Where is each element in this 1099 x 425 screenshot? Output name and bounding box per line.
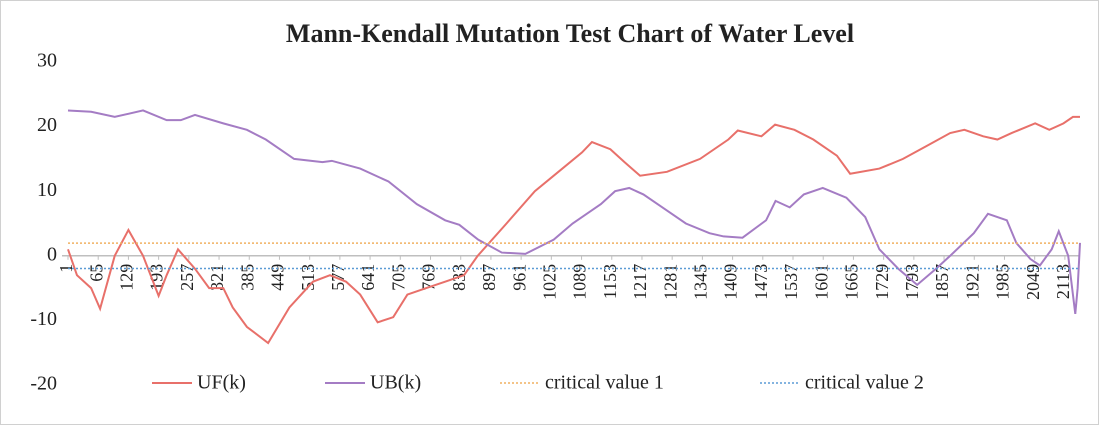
x-tick-label: 1473	[751, 264, 771, 300]
x-tick-label: 385	[237, 264, 257, 291]
x-tick-label: 1	[56, 264, 76, 273]
x-tick-label: 1217	[630, 264, 650, 300]
x-tick-label: 1281	[660, 264, 680, 300]
x-tick-label: 449	[268, 264, 288, 291]
x-tick-label: 961	[509, 264, 529, 291]
x-tick-label: 1857	[932, 264, 952, 300]
x-tick-label: 321	[207, 264, 227, 291]
x-tick-label: 577	[328, 264, 348, 291]
legend-label: critical value 1	[545, 372, 664, 394]
chart-title: Mann-Kendall Mutation Test Chart of Wate…	[286, 19, 854, 48]
x-tick-label: 897	[479, 264, 499, 291]
y-tick-label: 0	[47, 243, 57, 265]
x-tick-label: 1025	[539, 264, 559, 300]
x-tick-label: 1345	[691, 264, 711, 300]
x-tick-label: 1089	[570, 264, 590, 300]
x-tick-label: 193	[147, 264, 167, 291]
y-tick-label: 10	[37, 179, 57, 201]
x-tick-label: 705	[388, 264, 408, 291]
x-tick-label: 1921	[962, 264, 982, 300]
x-tick-label: 129	[117, 264, 137, 291]
y-tick-label: -20	[30, 373, 57, 395]
x-tick-label: 769	[419, 264, 439, 291]
x-tick-label: 1793	[902, 264, 922, 300]
x-tick-label: 1409	[721, 264, 741, 300]
x-tick-label: 1153	[600, 264, 620, 299]
y-tick-label: 20	[37, 114, 57, 136]
x-tick-label: 1985	[993, 264, 1013, 300]
x-tick-label: 257	[177, 264, 197, 291]
x-tick-label: 1601	[811, 264, 831, 300]
series-line	[67, 109, 1081, 315]
legend-label: critical value 2	[805, 372, 924, 394]
x-tick-label: 2113	[1053, 264, 1073, 299]
x-tick-label: 65	[86, 264, 106, 282]
y-tick-label: -10	[30, 308, 57, 330]
y-tick-label: 30	[37, 50, 57, 72]
legend-label: UB(k)	[370, 372, 421, 394]
x-tick-label: 2049	[1023, 264, 1043, 300]
x-tick-label: 1537	[781, 264, 801, 300]
x-tick-label: 513	[298, 264, 318, 291]
series-line	[67, 115, 1080, 345]
x-tick-label: 641	[358, 264, 378, 291]
legend-label: UF(k)	[197, 372, 246, 394]
x-tick-label: 1729	[872, 264, 892, 300]
x-tick-label: 1665	[842, 264, 862, 300]
